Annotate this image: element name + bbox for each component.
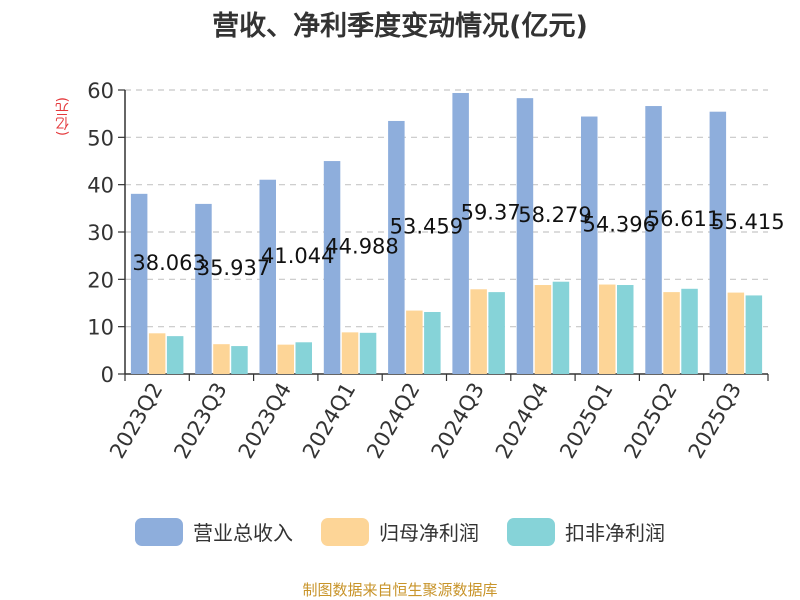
data-label-revenue: 41.044 [261, 244, 334, 268]
y-tick-label: 10 [87, 316, 114, 340]
y-tick-label: 20 [87, 268, 114, 292]
bar-adjusted-net-profit [488, 292, 505, 374]
bar-net-profit [727, 292, 745, 374]
chart-legend: 营业总收入 归母净利润 扣非净利润 [0, 517, 800, 546]
legend-label-revenue: 营业总收入 [193, 521, 293, 545]
legend-item-revenue[interactable]: 营业总收入 [135, 517, 293, 546]
bar-adjusted-net-profit [166, 336, 184, 374]
bar-adjusted-net-profit [617, 285, 634, 374]
data-source-note: 制图数据来自恒生聚源数据库 [302, 581, 498, 599]
bar-revenue [195, 203, 212, 374]
y-tick-label: 60 [87, 79, 114, 103]
legend-swatch-revenue [135, 517, 183, 546]
x-tick-label: 2024Q3 [427, 379, 489, 463]
bar-net-profit [663, 292, 680, 374]
bar-revenue [581, 116, 598, 374]
x-tick-label: 2025Q3 [684, 379, 746, 463]
x-tick-label: 2023Q4 [234, 379, 296, 463]
bar-adjusted-net-profit [359, 332, 377, 374]
y-tick-label: 0 [101, 363, 114, 387]
bar-net-profit [599, 284, 616, 374]
data-label-revenue: 56.611 [647, 207, 720, 231]
bar-revenue [516, 98, 534, 375]
x-tick-label: 2023Q3 [169, 379, 231, 463]
x-tick-label: 2024Q4 [491, 379, 553, 463]
bar-net-profit [341, 332, 359, 374]
bar-revenue [452, 92, 469, 375]
bar-adjusted-net-profit [745, 295, 763, 374]
bar-adjusted-net-profit [295, 342, 312, 374]
bar-revenue [645, 106, 662, 375]
y-tick-label: 50 [87, 126, 114, 150]
bar-revenue [709, 111, 727, 374]
legend-label-adjusted-net-profit: 扣非净利润 [565, 521, 665, 545]
bar-net-profit [213, 344, 230, 374]
bar-adjusted-net-profit [552, 281, 570, 374]
data-label-revenue: 38.063 [132, 251, 205, 275]
data-label-revenue: 35.937 [197, 256, 270, 280]
data-label-revenue: 44.988 [325, 235, 398, 259]
bar-net-profit [406, 310, 423, 374]
y-tick-label: 40 [87, 174, 114, 198]
legend-item-net-profit[interactable]: 归母净利润 [321, 517, 479, 546]
data-label-revenue: 55.415 [711, 210, 784, 234]
bar-revenue [323, 161, 341, 374]
x-tick-label: 2025Q1 [555, 379, 617, 463]
bar-net-profit [277, 344, 294, 374]
x-tick-label: 2024Q1 [298, 379, 360, 463]
chart-title: 营收、净利季度变动情况(亿元) [212, 11, 588, 42]
x-tick-label: 2023Q2 [105, 379, 167, 463]
x-tick-label: 2024Q2 [362, 379, 424, 463]
data-label-revenue: 53.459 [390, 214, 463, 238]
x-tick-label: 2025Q2 [619, 379, 681, 463]
data-label-revenue: 58.279 [518, 203, 591, 227]
bar-revenue [259, 179, 276, 374]
bar-adjusted-net-profit [231, 346, 248, 374]
bar-net-profit [470, 289, 487, 374]
data-label-revenue: 59.37 [461, 200, 521, 224]
legend-swatch-adjusted-net-profit [507, 517, 555, 546]
bar-net-profit [534, 285, 552, 374]
data-label-revenue: 54.396 [583, 212, 656, 236]
bar-net-profit [148, 333, 166, 374]
bar-revenue [130, 193, 148, 374]
legend-swatch-net-profit [321, 517, 369, 546]
bar-adjusted-net-profit [681, 288, 698, 374]
y-tick-label: 30 [87, 221, 114, 245]
bar-adjusted-net-profit [424, 311, 441, 374]
legend-label-net-profit: 归母净利润 [379, 521, 479, 545]
bar-revenue [388, 120, 405, 375]
legend-item-adjusted-net-profit[interactable]: 扣非净利润 [507, 517, 665, 546]
